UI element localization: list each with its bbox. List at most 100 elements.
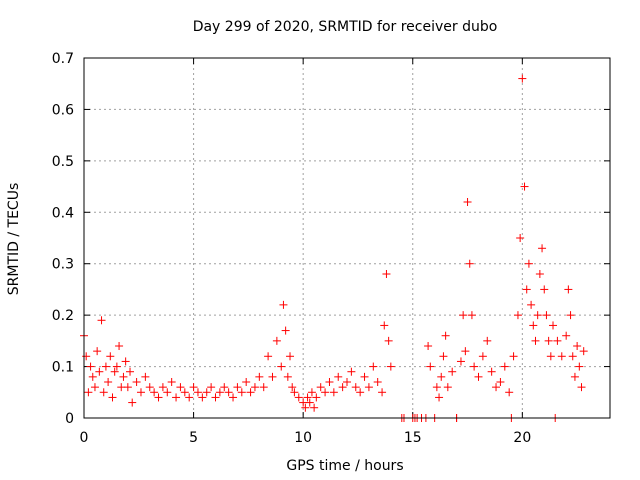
data-point [279,300,288,309]
data-point [513,311,522,320]
data-point [329,388,338,397]
data-points [80,74,588,422]
data-point [303,393,312,402]
data-point [443,383,452,392]
data-point [104,378,113,386]
data-point [237,388,246,397]
data-point [90,383,99,392]
data-point [119,372,128,381]
x-tick-label: 0 [80,430,89,446]
y-tick-label: 0 [65,411,74,427]
data-point [546,352,555,361]
data-point [281,326,290,335]
y-tick-label: 0.6 [52,102,74,118]
data-point [459,311,468,320]
data-point [277,362,286,371]
data-point [518,74,527,83]
data-point [573,342,582,350]
data-point [310,403,319,412]
x-tick-label: 15 [404,430,422,446]
data-point [527,300,536,309]
data-point [483,336,492,345]
data-point [360,372,369,381]
data-point [467,311,476,320]
data-point [432,383,441,392]
data-point [99,388,108,397]
data-point [126,367,135,376]
data-point [101,362,110,371]
data-point [242,378,251,386]
data-point [364,383,373,392]
data-point [531,336,540,345]
data-point [163,388,172,397]
data-point [448,367,457,376]
data-point [441,331,450,340]
data-point [564,285,573,294]
data-point [307,388,316,397]
data-point [562,331,571,340]
data-point [268,372,277,381]
data-point [540,285,549,294]
data-point [524,259,533,268]
chart-title: Day 299 of 2020, SRMTID for receiver dub… [193,19,498,35]
data-point [246,388,255,397]
data-point [437,372,446,381]
data-point [220,383,229,392]
data-point [198,393,207,402]
x-tick-label: 10 [294,430,312,446]
data-point [424,342,433,350]
data-point [487,367,496,376]
data-point [456,357,465,366]
data-point [145,383,154,392]
data-point [373,378,382,386]
data-point [492,383,501,392]
data-point [579,347,588,356]
data-point [334,372,343,381]
data-point [95,367,104,376]
axis-ticks [83,57,610,419]
plot-frame [83,57,611,419]
data-point [288,383,297,392]
data-point [106,352,115,361]
data-point [286,352,295,361]
data-point [115,342,124,350]
data-point [316,383,325,392]
data-point [255,372,264,381]
data-point [338,383,347,392]
data-point [108,393,117,402]
data-point [557,352,566,361]
data-point [93,347,102,356]
x-tick-label: 20 [513,430,531,446]
data-point [88,372,97,381]
data-point [250,383,259,392]
x-tick-label: 5 [189,430,198,446]
data-point [202,388,211,397]
data-point [516,234,525,242]
data-point [505,388,514,397]
data-point [474,372,483,381]
data-point [522,285,531,294]
data-point [478,352,487,361]
data-point [553,336,562,345]
data-point [426,362,435,371]
y-tick-label: 0.2 [52,308,74,324]
data-point [110,367,119,376]
data-point [500,362,509,371]
data-point [224,388,233,397]
data-point [568,352,577,361]
y-tick-label: 0.7 [52,51,74,67]
data-point [211,393,220,402]
data-point [566,311,575,320]
data-point [570,372,579,381]
data-point [535,270,544,278]
data-point [272,336,281,345]
y-tick-label: 0.4 [52,205,74,221]
data-point [538,244,547,253]
data-point [154,393,163,402]
data-point [172,393,181,402]
data-point [351,383,360,392]
data-point [189,383,198,392]
data-point [461,347,470,356]
data-point [185,393,194,402]
